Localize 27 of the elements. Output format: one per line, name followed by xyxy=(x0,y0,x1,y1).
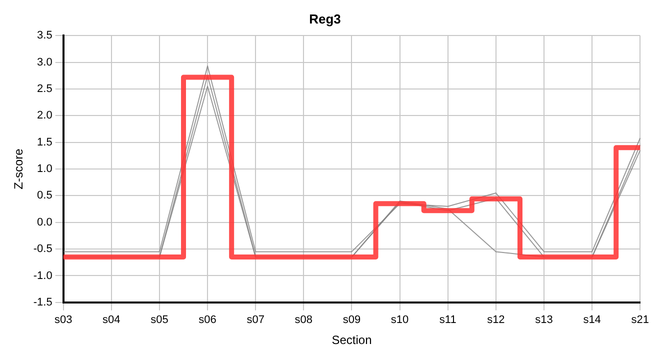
y-axis-title: Z-score xyxy=(12,148,26,190)
y-tick-label: 3.0 xyxy=(37,56,52,68)
y-tick-label: 3.5 xyxy=(37,30,52,42)
x-tick-label: s11 xyxy=(439,314,456,326)
y-tick-label: 2.5 xyxy=(37,82,52,95)
chart-title: Reg3 xyxy=(309,11,341,26)
y-tick-label: 0.5 xyxy=(37,190,52,202)
x-tick-label: s08 xyxy=(294,314,313,326)
x-tick-label: s03 xyxy=(54,314,72,326)
y-tick-label: -1.0 xyxy=(33,270,52,282)
x-tick-label: s12 xyxy=(487,314,505,326)
y-tick-label: -0.5 xyxy=(33,243,52,256)
x-tick-label: s04 xyxy=(102,314,120,326)
x-tick-label: s09 xyxy=(342,314,361,326)
x-tick-label: s10 xyxy=(390,314,409,326)
y-tick-label: 2.0 xyxy=(37,110,52,122)
x-tick-label: s14 xyxy=(583,314,601,326)
y-tick-label: -1.5 xyxy=(33,296,52,308)
x-axis-title: Section xyxy=(332,333,372,348)
y-tick-label: 1.0 xyxy=(37,163,52,176)
x-tick-label: s13 xyxy=(535,314,553,326)
x-tick-label: s05 xyxy=(150,314,168,326)
y-tick-label: 1.5 xyxy=(37,136,52,148)
x-tick-label: s06 xyxy=(198,314,216,326)
x-tick-label: s07 xyxy=(246,314,264,326)
x-tick-label: s21 xyxy=(631,314,650,326)
y-tick-label: 0.0 xyxy=(37,216,52,228)
